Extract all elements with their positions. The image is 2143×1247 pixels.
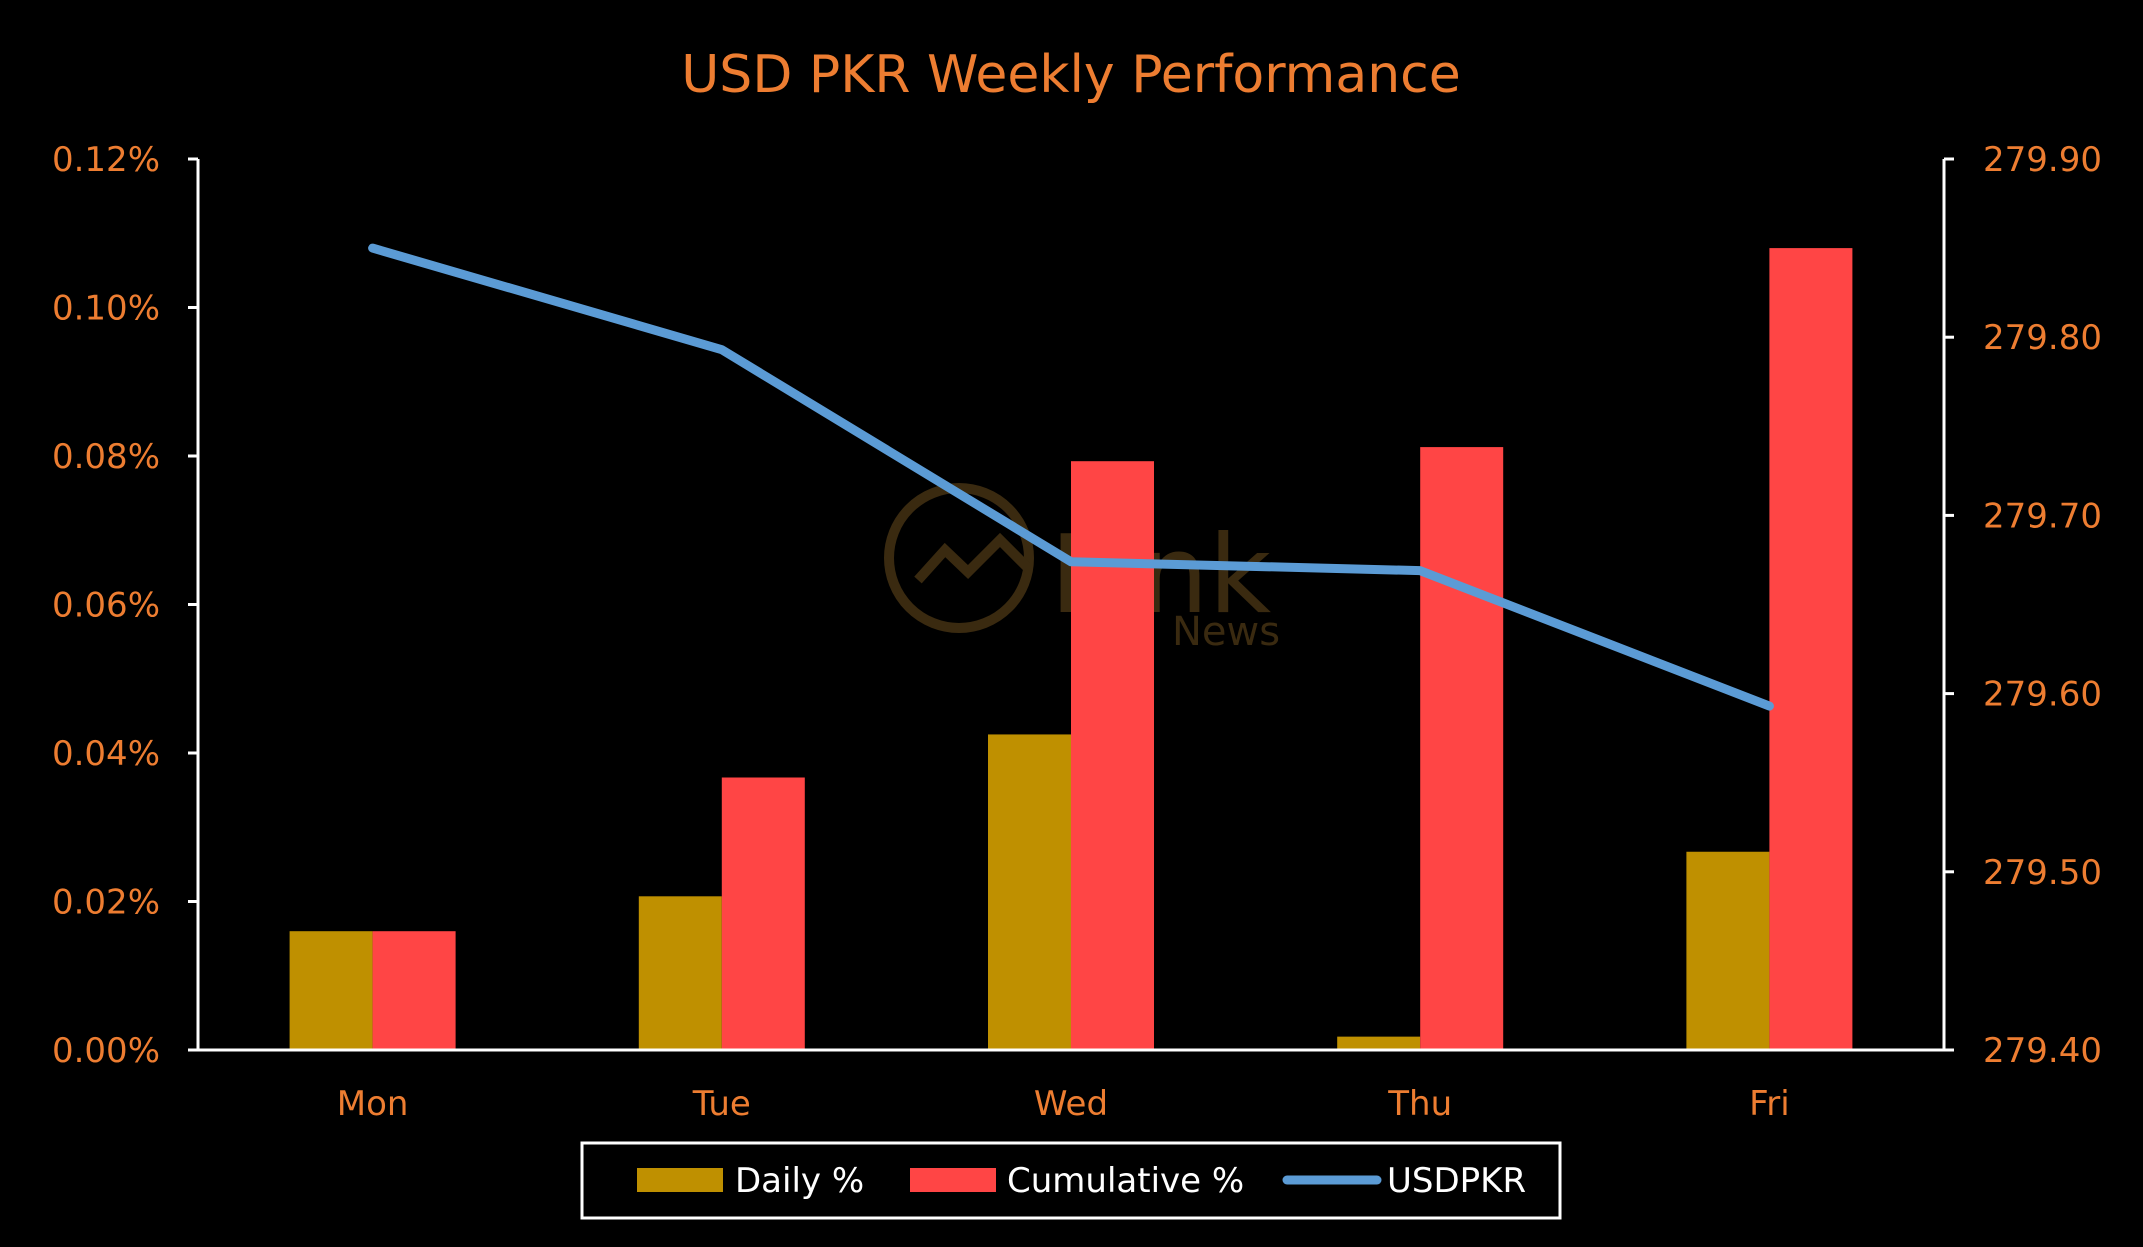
left-tick-label: 0.04%	[52, 734, 160, 774]
watermark-zigzag	[914, 532, 1034, 584]
bar-cumulative-fri	[1769, 248, 1853, 1051]
x-tick-label-mon: Mon	[337, 1084, 409, 1124]
legend-swatch-cumulative	[910, 1168, 996, 1192]
x-axis-ticks: Mon Tue Wed Thu Fri	[337, 1084, 1790, 1124]
legend-box	[580, 1141, 1562, 1220]
left-tick-label: 0.12%	[52, 140, 160, 180]
legend-label-cumulative: Cumulative %	[1007, 1161, 1244, 1201]
left-tick-label: 0.06%	[52, 586, 160, 626]
legend-label-daily: Daily %	[735, 1161, 864, 1201]
line-layer	[368, 243, 1774, 711]
right-tick-label: 279.40	[1983, 1031, 2102, 1071]
bar-cumulative-mon	[372, 931, 456, 1050]
bar-daily-tue	[638, 896, 722, 1050]
watermark-circle	[884, 483, 1034, 633]
x-tick-label-tue: Tue	[692, 1084, 751, 1124]
right-tick-label: 279.60	[1983, 675, 2102, 715]
bar-daily-fri	[1686, 851, 1770, 1050]
right-tick-label: 279.80	[1983, 318, 2102, 358]
left-tick-label: 0.08%	[52, 437, 160, 477]
right-tick-label: 279.70	[1983, 496, 2102, 536]
legend-label-usdpkr: USDPKR	[1387, 1161, 1526, 1201]
x-tick-label-thu: Thu	[1387, 1084, 1452, 1124]
legend: Daily % Cumulative % USDPKR	[580, 1141, 1562, 1220]
right-tick-label: 279.90	[1983, 140, 2102, 180]
left-axis-ticks: 0.00% 0.02% 0.04% 0.06% 0.08% 0.10% 0.12%	[52, 140, 198, 1071]
left-tick-label: 0.00%	[52, 1031, 160, 1071]
left-tick-label: 0.02%	[52, 883, 160, 923]
legend-swatch-daily	[637, 1168, 723, 1192]
bar-daily-mon	[289, 931, 373, 1050]
bar-cumulative-tue	[721, 777, 805, 1050]
watermark-subword: News	[1172, 609, 1280, 655]
right-axis-ticks: 279.40 279.50 279.60 279.70 279.80 279.90	[1944, 140, 2102, 1071]
left-tick-label: 0.10%	[52, 289, 160, 329]
bar-cumulative-thu	[1420, 447, 1504, 1051]
bars-layer	[289, 248, 1853, 1051]
bar-cumulative-wed	[1071, 461, 1154, 1050]
right-tick-label: 279.50	[1983, 853, 2102, 893]
x-tick-label-fri: Fri	[1749, 1084, 1790, 1124]
bar-daily-thu	[1337, 1036, 1421, 1050]
bar-daily-wed	[988, 734, 1071, 1050]
chart-title: USD PKR Weekly Performance	[681, 45, 1461, 105]
x-tick-label-wed: Wed	[1034, 1084, 1108, 1124]
